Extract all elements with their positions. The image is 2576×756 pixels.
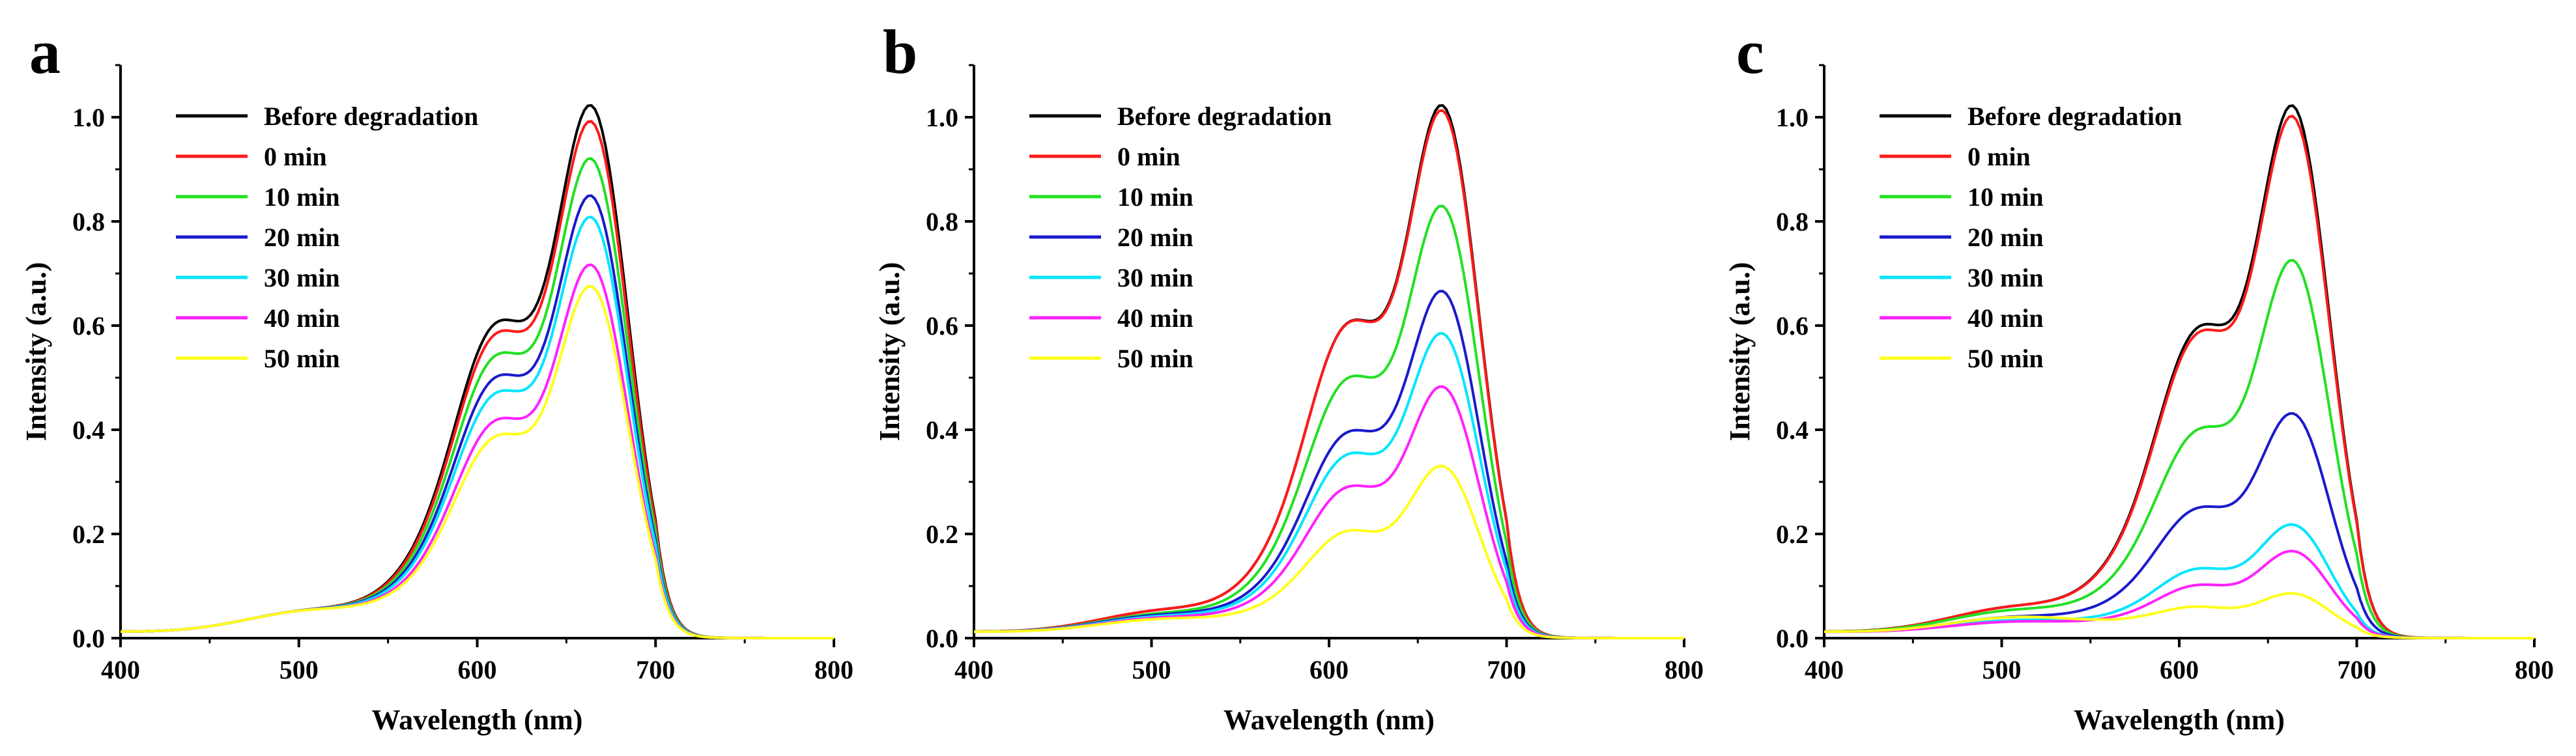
x-tick-label: 700	[1487, 655, 1526, 684]
x-axis-title: Wavelength (nm)	[2074, 704, 2285, 736]
x-tick-label: 700	[636, 655, 675, 684]
series-line-before-degradation	[120, 104, 834, 639]
legend-label: 0 min	[264, 142, 327, 171]
series-line-0-min	[973, 109, 1684, 639]
x-tick-label: 800	[814, 655, 853, 684]
legend-label: 40 min	[1117, 303, 1194, 333]
legend-label: 40 min	[1968, 303, 2044, 333]
x-tick-label: 600	[458, 655, 497, 684]
chart-panel-b: b 0.0 0.2 0.4 0.6 0.8 1.0 400 500 600 700 800 Wavele…	[874, 17, 1704, 736]
y-axis-title: Intensity (a.u.)	[20, 262, 52, 441]
series-line-30-min	[120, 216, 834, 639]
panel-letter-b: b	[883, 17, 917, 87]
y-axis-title: Intensity (a.u.)	[874, 262, 906, 441]
y-tick-label: 0.8	[926, 207, 958, 236]
legend-label: Before degradation	[264, 102, 478, 131]
x-tick-label: 500	[1982, 655, 2022, 684]
legend-label: 30 min	[264, 263, 340, 292]
legend-label: 10 min	[1117, 182, 1194, 212]
series-line-20-min	[1824, 412, 2534, 639]
legend-label: Before degradation	[1117, 102, 1332, 131]
x-tick-label: 500	[1132, 655, 1171, 684]
series-line-30-min	[974, 332, 1684, 639]
legend-label: 30 min	[1117, 263, 1194, 292]
y-tick-label: 0.6	[72, 311, 105, 341]
y-tick-label: 1.0	[72, 103, 105, 132]
x-tick-label: 600	[1309, 655, 1349, 684]
legend-label: 10 min	[264, 182, 340, 212]
y-tick-label: 0.6	[926, 311, 958, 341]
x-tick-label: 400	[101, 655, 140, 684]
series-line-before-degradation	[973, 104, 1684, 639]
legend-label: 0 min	[1968, 142, 2031, 171]
series-line-20-min	[974, 290, 1684, 639]
legend-label: 20 min	[1117, 223, 1194, 252]
series-line-before-degradation	[1824, 104, 2534, 639]
x-tick-label: 500	[279, 655, 319, 684]
series-line-50-min	[974, 464, 1684, 639]
series-line-40-min	[974, 385, 1684, 639]
x-tick-label: 600	[2160, 655, 2199, 684]
chart-panel-a: a 0.0 0.2 0.4 0.6 0.8 1.0 400 500 600 700 800 Wavele…	[20, 17, 853, 736]
legend-label: 40 min	[264, 303, 340, 333]
y-tick-label: 0.2	[1776, 520, 1809, 549]
series-line-10-min	[120, 157, 834, 639]
legend-label: 30 min	[1968, 263, 2044, 292]
panel-letter-c: c	[1736, 17, 1764, 87]
y-tick-label: 0.8	[1776, 207, 1809, 236]
legend-label: 50 min	[1968, 344, 2044, 373]
x-tick-label: 800	[1665, 655, 1704, 684]
legend-label: 50 min	[264, 344, 340, 373]
series-line-0-min	[1824, 115, 2534, 639]
x-tick-label: 700	[2338, 655, 2377, 684]
y-tick-label: 0.8	[72, 207, 105, 236]
y-tick-label: 0.0	[926, 624, 958, 653]
series-line-10-min	[974, 204, 1684, 639]
x-axis-title: Wavelength (nm)	[372, 704, 583, 736]
y-tick-label: 0.0	[1776, 624, 1809, 653]
y-tick-label: 0.2	[72, 520, 105, 549]
chart-panel-c: c 0.0 0.2 0.4 0.6 0.8 1.0 400 500 600 700 800 Wavele…	[1724, 17, 2554, 736]
y-tick-label: 0.4	[926, 415, 958, 445]
x-tick-label: 400	[954, 655, 994, 684]
x-tick-label: 400	[1805, 655, 1844, 684]
legend-label: 0 min	[1117, 142, 1181, 171]
y-tick-label: 0.4	[72, 415, 105, 445]
legend-label: 50 min	[1117, 344, 1194, 373]
legend-label: 20 min	[264, 223, 340, 252]
series-line-50-min	[120, 285, 834, 639]
legend-label: 10 min	[1968, 182, 2044, 212]
x-tick-label: 800	[2515, 655, 2554, 684]
x-axis-title: Wavelength (nm)	[1224, 704, 1435, 736]
series-line-50-min	[1824, 592, 2534, 639]
legend-label: 20 min	[1968, 223, 2044, 252]
y-tick-label: 1.0	[926, 103, 958, 132]
panel-letter-a: a	[29, 17, 61, 87]
y-axis-title: Intensity (a.u.)	[1724, 262, 1756, 441]
y-tick-label: 0.0	[72, 624, 105, 653]
y-tick-label: 0.6	[1776, 311, 1809, 341]
y-tick-label: 1.0	[1776, 103, 1809, 132]
y-tick-label: 0.2	[926, 520, 958, 549]
series-line-40-min	[120, 263, 834, 639]
y-tick-label: 0.4	[1776, 415, 1809, 445]
legend-label: Before degradation	[1968, 102, 2182, 131]
